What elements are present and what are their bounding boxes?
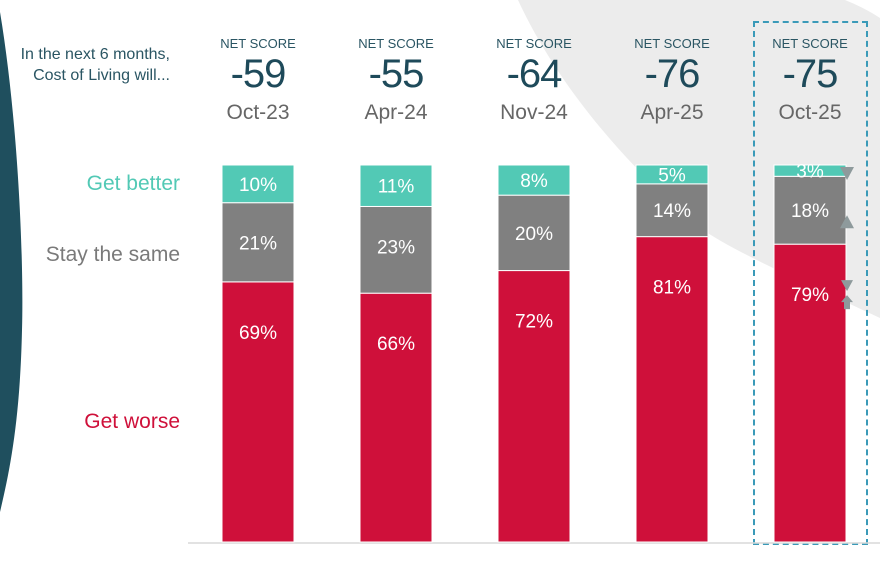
bar-segment-worse xyxy=(359,292,433,543)
bar-segment-better xyxy=(221,164,295,204)
data-label-worse: 79% xyxy=(791,285,829,306)
net-score-value: -64 xyxy=(506,52,563,96)
column-header: NET SCORE -75 Oct-25 xyxy=(755,36,865,126)
data-label-better: 5% xyxy=(658,165,686,186)
net-score-value: -59 xyxy=(230,52,287,96)
net-score-label: NET SCORE xyxy=(358,36,434,51)
data-label-same: 14% xyxy=(653,201,691,222)
legend-get-worse: Get worse xyxy=(84,410,180,433)
bar-segment-worse xyxy=(221,281,295,543)
data-label-worse: 69% xyxy=(239,323,277,344)
period-label: Oct-23 xyxy=(226,101,290,124)
data-label-better: 11% xyxy=(378,177,415,198)
data-label-same: 21% xyxy=(239,233,277,254)
column-header: NET SCORE -76 Apr-25 xyxy=(617,36,727,126)
net-score-label: NET SCORE xyxy=(220,36,296,51)
up-triangle-icon xyxy=(840,215,854,229)
intro-text: In the next 6 months, Cost of Living wil… xyxy=(20,46,170,84)
data-label-worse: 72% xyxy=(515,312,553,333)
net-score-label: NET SCORE xyxy=(634,36,710,51)
legend-stay-the-same: Stay the same xyxy=(45,243,180,266)
net-score-value: -75 xyxy=(782,52,839,96)
bar-segment-same xyxy=(221,202,295,283)
column-header: NET SCORE -64 Nov-24 xyxy=(479,36,589,126)
period-label: Oct-25 xyxy=(778,101,842,124)
data-label-better: 8% xyxy=(520,171,548,192)
net-score-label: NET SCORE xyxy=(772,36,848,51)
data-label-worse: 66% xyxy=(377,334,415,355)
net-score-value: -76 xyxy=(644,52,701,96)
net-score-label: NET SCORE xyxy=(496,36,572,51)
up-arrow-icon xyxy=(841,295,853,310)
data-label-same: 20% xyxy=(515,224,553,245)
data-label-better: 3% xyxy=(796,162,824,183)
bar-segment-worse xyxy=(773,243,847,543)
bar-segment-worse xyxy=(497,270,571,543)
column-header: NET SCORE -59 Oct-23 xyxy=(203,36,313,126)
down-triangle-icon xyxy=(840,167,854,180)
teal-arc-shape xyxy=(0,12,23,512)
period-label: Nov-24 xyxy=(500,101,568,124)
bar-segment-better xyxy=(359,164,433,207)
period-label: Apr-25 xyxy=(640,101,704,124)
data-label-same: 18% xyxy=(791,201,829,222)
bar-segment-same xyxy=(773,175,847,245)
bar-segment-worse xyxy=(635,236,709,543)
data-label-better: 10% xyxy=(239,175,277,196)
net-score-value: -55 xyxy=(368,52,425,96)
highlight-box-latest xyxy=(753,21,868,545)
bar-segment-same xyxy=(497,194,571,272)
period-label: Apr-24 xyxy=(364,101,428,124)
data-label-worse: 81% xyxy=(653,278,691,299)
bar-segment-same xyxy=(359,205,433,294)
data-label-same: 23% xyxy=(377,237,415,258)
bar-segment-better xyxy=(635,164,709,185)
legend-get-better: Get better xyxy=(86,172,180,195)
bar-segment-better xyxy=(497,164,571,196)
down-triangle-icon xyxy=(841,280,853,292)
column-header: NET SCORE -55 Apr-24 xyxy=(341,36,451,126)
